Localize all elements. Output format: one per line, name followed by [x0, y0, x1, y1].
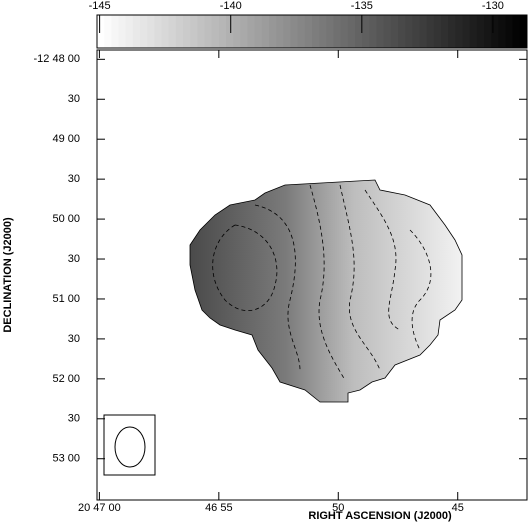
colorbar-step — [469, 15, 478, 48]
velocity-map — [189, 179, 463, 403]
contour — [309, 184, 346, 381]
colorbar-step — [412, 15, 420, 48]
colorbar-step — [340, 15, 349, 48]
colorbar-step — [132, 15, 141, 48]
colorbar-step — [484, 15, 492, 48]
colorbar-step — [247, 15, 256, 48]
colorbar-tick-label: -145 — [89, 0, 111, 12]
colorbar — [97, 15, 528, 48]
plot-frame — [96, 49, 528, 501]
y-tick-label: 30 — [68, 413, 80, 425]
y-tick-label: 53 00 — [52, 453, 80, 465]
colorbar-step — [355, 15, 363, 48]
x-tick-label: 45 — [452, 502, 464, 514]
colorbar-step — [476, 15, 485, 48]
colorbar-step — [147, 15, 155, 48]
colorbar-step — [419, 15, 428, 48]
colorbar-step — [347, 15, 356, 48]
x-tick-label: 20 47 00 — [78, 502, 121, 514]
colorbar-step — [261, 15, 270, 48]
colorbar-step — [383, 15, 392, 48]
colorbar-step — [290, 15, 299, 48]
y-tick-label: 30 — [68, 93, 80, 105]
colorbar-step — [140, 15, 148, 48]
colorbar-step — [226, 15, 234, 48]
colorbar-step — [369, 15, 377, 48]
colorbar-step — [512, 15, 521, 48]
colorbar-step — [254, 15, 263, 48]
colorbar-step — [240, 15, 248, 48]
colorbar-step — [125, 15, 134, 48]
contour — [339, 184, 381, 371]
colorbar-step — [204, 15, 213, 48]
colorbar-step — [283, 15, 291, 48]
beam — [114, 426, 146, 468]
colorbar-step — [297, 15, 306, 48]
colorbar-step — [276, 15, 284, 48]
colorbar-step — [161, 15, 170, 48]
y-tick-label: 50 00 — [52, 213, 80, 225]
y-tick-label: 30 — [68, 333, 80, 345]
colorbar-step — [505, 15, 514, 48]
colorbar-step — [97, 15, 105, 48]
y-tick-label: 49 00 — [52, 133, 80, 145]
contour — [364, 189, 401, 331]
colorbar-tick-label: -130 — [482, 0, 504, 12]
colorbar-step — [441, 15, 449, 48]
colorbar-step — [183, 15, 191, 48]
colorbar-step — [390, 15, 399, 48]
colorbar-step — [154, 15, 162, 48]
colorbar-step — [118, 15, 127, 48]
colorbar-step — [376, 15, 385, 48]
y-tick-label: 30 — [68, 253, 80, 265]
contour — [409, 229, 432, 351]
colorbar-step — [433, 15, 442, 48]
colorbar-step — [491, 15, 499, 48]
y-axis-label: DECLINATION (J2000) — [2, 217, 14, 333]
colorbar-step — [326, 15, 334, 48]
colorbar-step — [304, 15, 313, 48]
colorbar-frame — [96, 14, 528, 49]
colorbar-step — [111, 15, 119, 48]
contour — [212, 224, 278, 311]
colorbar-step — [104, 15, 112, 48]
colorbar-step — [190, 15, 198, 48]
colorbar-step — [197, 15, 205, 48]
x-tick-label: 50 — [332, 502, 344, 514]
y-tick-label: 51 00 — [52, 293, 80, 305]
colorbar-tick-label: -135 — [351, 0, 373, 12]
x-axis-label: RIGHT ASCENSION (J2000) — [308, 510, 452, 522]
y-tick-label: -12 48 00 — [34, 53, 80, 65]
colorbar-step — [218, 15, 227, 48]
colorbar-step — [333, 15, 342, 48]
colorbar-step — [175, 15, 184, 48]
colorbar-tick-label: -140 — [220, 0, 242, 12]
y-tick-label: 30 — [68, 173, 80, 185]
colorbar-step — [455, 15, 463, 48]
colorbar-step — [168, 15, 177, 48]
colorbar-step — [211, 15, 220, 48]
colorbar-step — [426, 15, 435, 48]
colorbar-step — [312, 15, 320, 48]
colorbar-step — [269, 15, 277, 48]
colorbar-step — [498, 15, 506, 48]
colorbar-step — [362, 15, 370, 48]
contour — [254, 204, 301, 371]
beam-box — [103, 414, 156, 476]
colorbar-step — [405, 15, 413, 48]
x-tick-label: 46 55 — [205, 502, 233, 514]
colorbar-step — [398, 15, 406, 48]
colorbar-step — [462, 15, 471, 48]
y-tick-label: 52 00 — [52, 373, 80, 385]
colorbar-step — [319, 15, 327, 48]
colorbar-step — [448, 15, 456, 48]
colorbar-step — [519, 15, 528, 48]
colorbar-step — [233, 15, 241, 48]
